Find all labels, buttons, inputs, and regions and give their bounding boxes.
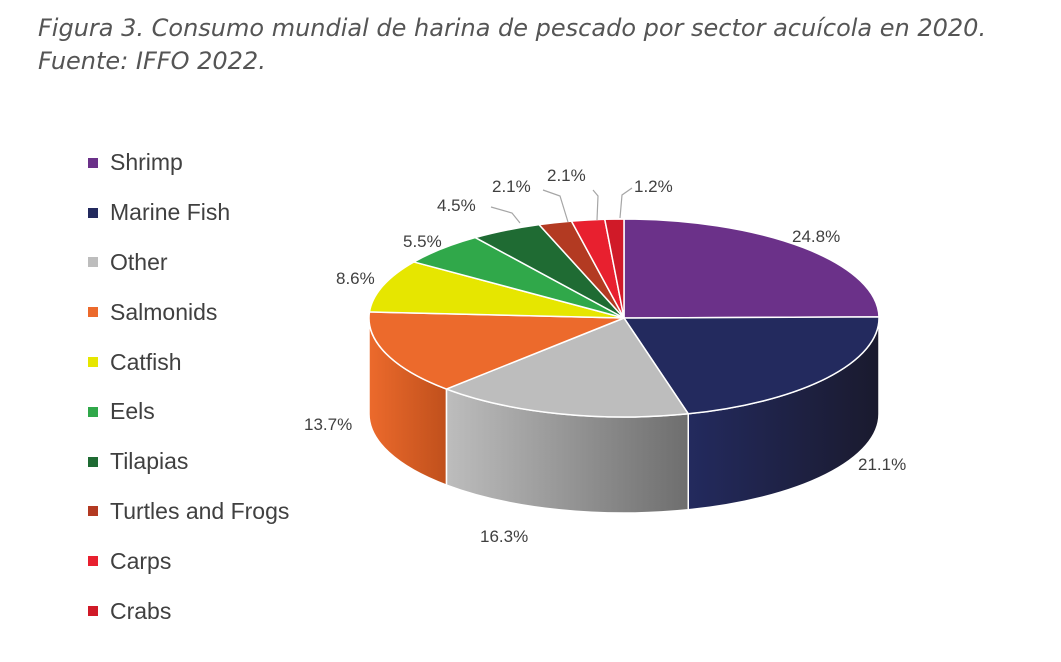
data-label-carps: 2.1% (547, 166, 586, 185)
legend-label: Crabs (110, 597, 172, 624)
legend-item-eels: Eels (88, 387, 289, 437)
figure-caption: Figura 3. Consumo mundial de harina de p… (38, 14, 987, 75)
pie-slice-other (445, 317, 690, 418)
legend-swatch (88, 406, 98, 417)
data-label-turtles-and-frogs: 2.1% (492, 177, 531, 196)
legend-label: Turtles and Frogs (110, 497, 290, 524)
data-label-marine-fish: 21.1% (858, 455, 906, 474)
legend-item-turtles-and-frogs: Turtles and Frogs (88, 487, 289, 537)
legend-swatch (88, 307, 98, 318)
legend-swatch (88, 207, 98, 218)
legend-item-salmonids: Salmonids (88, 287, 289, 337)
pie-slice-salmonids (368, 311, 625, 390)
legend-label: Tilapias (110, 448, 189, 475)
pie-slice-marine-fish (623, 316, 880, 415)
data-label-crabs: 1.2% (634, 177, 673, 196)
legend-swatch (88, 257, 98, 268)
legend-item-marine-fish: Marine Fish (88, 188, 289, 238)
data-label-salmonids: 13.7% (304, 415, 352, 434)
pie-slices (368, 218, 880, 418)
data-label-shrimp: 24.8% (792, 227, 840, 246)
leader-line-turtles-and-frogs (542, 189, 569, 223)
legend-item-carps: Carps (88, 536, 289, 586)
legend-item-catfish: Catfish (88, 337, 289, 387)
legend-swatch (88, 506, 98, 517)
data-label-tilapias: 4.5% (437, 196, 476, 215)
legend-label: Salmonids (110, 298, 218, 325)
legend-item-other: Other (88, 238, 289, 288)
legend-label: Eels (110, 398, 155, 425)
legend-swatch (88, 157, 98, 168)
data-labels: 24.8% 21.1% 16.3% 13.7% 8.6% 5.5% 4.5% 2.1% 2.1%… (304, 166, 906, 546)
legend-swatch (88, 606, 98, 617)
legend-label: Shrimp (110, 149, 183, 176)
pie-side-walls (368, 317, 880, 514)
leader-line-carps (592, 189, 599, 221)
data-label-other: 16.3% (480, 527, 528, 546)
data-label-eels: 5.5% (403, 232, 442, 251)
legend-item-crabs: Crabs (88, 586, 289, 636)
leader-line-tilapias (490, 206, 521, 224)
pie-slice-shrimp (623, 218, 880, 319)
legend-label: Marine Fish (110, 199, 231, 226)
pie-slice-crabs (604, 218, 625, 319)
legend-label: Catfish (110, 348, 182, 375)
leader-line-crabs (619, 187, 633, 219)
chart-legend: Shrimp Marine Fish Other Salmonids Catfish Ee… (88, 138, 289, 636)
pie-slice-catfish (368, 261, 625, 319)
legend-label: Other (110, 248, 168, 275)
legend-swatch (88, 357, 98, 368)
legend-label: Carps (110, 547, 172, 574)
legend-swatch (88, 556, 98, 567)
data-label-catfish: 8.6% (336, 269, 375, 288)
legend-item-shrimp: Shrimp (88, 138, 289, 188)
legend-item-tilapias: Tilapias (88, 437, 289, 487)
legend-swatch (88, 456, 98, 467)
